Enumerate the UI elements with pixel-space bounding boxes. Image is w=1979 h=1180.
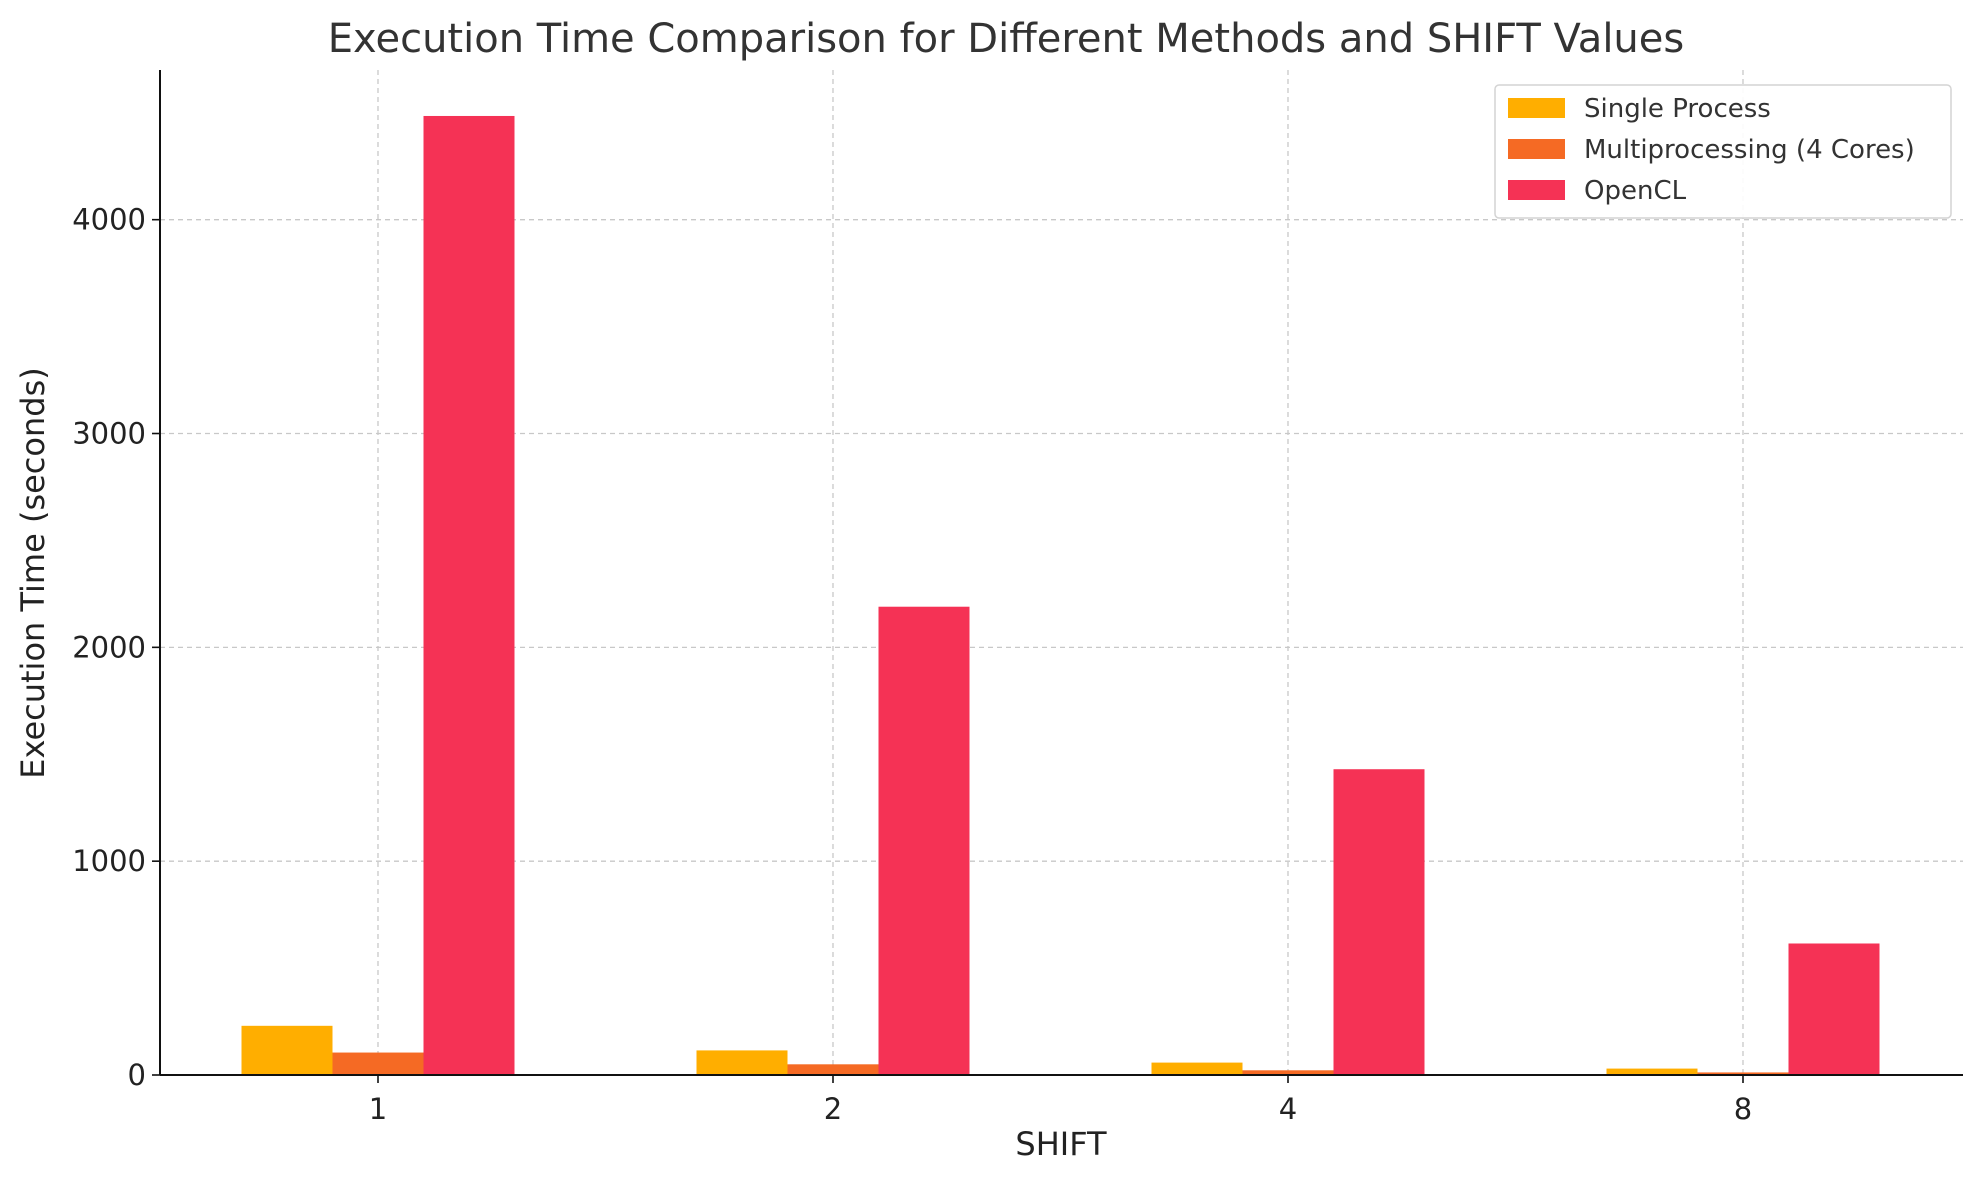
legend-swatch [1508, 180, 1565, 200]
bar-multiprocessing-4-cores-4 [1242, 1070, 1334, 1075]
x-tick-label: 8 [1734, 1092, 1752, 1126]
legend-frame [1494, 84, 1952, 219]
bar-single-process-8 [1606, 1068, 1698, 1075]
y-axis-label: Execution Time (seconds) [14, 367, 52, 778]
legend-label: Single Process [1584, 94, 1771, 124]
x-tick-label: 4 [1279, 1092, 1297, 1126]
bar-single-process-1 [241, 1025, 333, 1075]
legend-label: OpenCL [1584, 176, 1687, 206]
y-tick-label: 2000 [72, 630, 146, 664]
y-tick-label: 4000 [72, 203, 146, 237]
bar-opencl-1 [423, 115, 515, 1076]
tick-labels: 0 1000 2000 3000 4000 1 2 4 8 [72, 203, 1752, 1126]
legend-label: Multiprocessing (4 Cores) [1584, 135, 1915, 165]
bar-single-process-4 [1151, 1062, 1243, 1075]
legend-swatch [1508, 139, 1565, 159]
chart-title: Execution Time Comparison for Different … [328, 16, 1684, 62]
bar-multiprocessing-4-cores-1 [332, 1052, 424, 1075]
bar-single-process-2 [696, 1050, 788, 1075]
bar-multiprocessing-4-cores-8 [1697, 1072, 1789, 1075]
bar-opencl-2 [878, 606, 970, 1075]
y-tick-label: 1000 [72, 844, 146, 878]
y-tick-label: 0 [128, 1058, 146, 1092]
x-tick-label: 2 [824, 1092, 842, 1126]
bars [241, 115, 1880, 1076]
axes [159, 70, 1963, 1076]
x-axis-label: SHIFT [1015, 1125, 1107, 1163]
y-tick-label: 3000 [72, 417, 146, 451]
legend: Single Process Multiprocessing (4 Cores) O… [1494, 84, 1952, 219]
bar-multiprocessing-4-cores-2 [787, 1064, 879, 1075]
bar-opencl-4 [1333, 769, 1425, 1075]
bar-opencl-8 [1788, 943, 1880, 1075]
legend-swatch [1508, 98, 1565, 118]
x-tick-label: 1 [369, 1092, 387, 1126]
